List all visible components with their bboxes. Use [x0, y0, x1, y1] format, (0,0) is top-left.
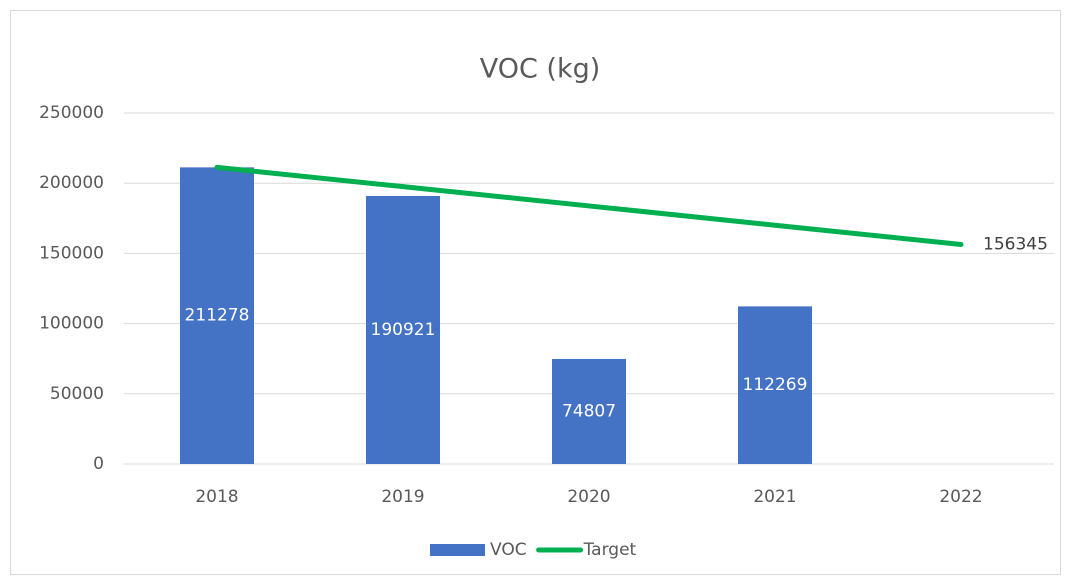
data-label: 112269 [743, 375, 808, 395]
y-tick-label: 150000 [39, 243, 104, 263]
legend-label: VOC [490, 540, 527, 560]
x-tick-label: 2020 [567, 487, 610, 507]
x-tick-label: 2022 [939, 487, 982, 507]
y-tick-label: 50000 [50, 384, 104, 404]
x-tick-label: 2018 [195, 487, 238, 507]
bar [180, 167, 254, 464]
data-label: 156345 [983, 234, 1048, 254]
y-tick-label: 200000 [39, 173, 104, 193]
bar [552, 358, 626, 464]
bar [738, 306, 812, 464]
bar [366, 195, 440, 465]
chart-title: VOC (kg) [480, 54, 601, 85]
legend-label: Target [583, 540, 637, 560]
target-line [214, 164, 964, 247]
data-label: 211278 [185, 306, 250, 326]
data-label: 74807 [562, 401, 616, 421]
x-tick-label: 2019 [381, 487, 424, 507]
x-tick-label: 2021 [753, 487, 796, 507]
y-tick-label: 0 [93, 454, 104, 474]
y-tick-label: 250000 [39, 103, 104, 123]
data-label: 190921 [371, 320, 436, 340]
legend-swatch [430, 544, 485, 556]
chart-frame [10, 10, 1061, 575]
y-tick-label: 100000 [39, 314, 104, 334]
